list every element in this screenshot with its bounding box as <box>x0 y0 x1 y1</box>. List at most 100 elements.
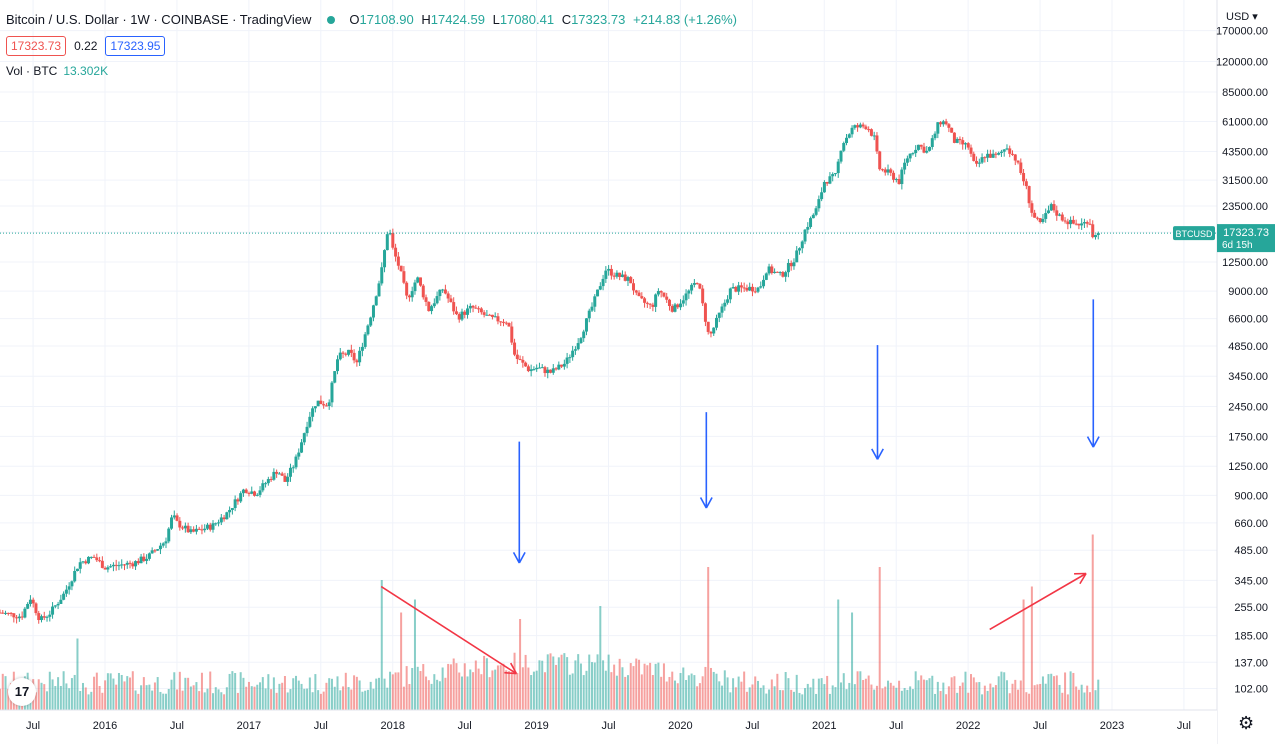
candle-body <box>1085 222 1089 224</box>
candle-body <box>673 304 677 312</box>
candle-body <box>698 283 702 289</box>
candle-body <box>100 560 104 568</box>
candle-body <box>579 338 583 344</box>
candle-body <box>214 523 218 525</box>
candle-body <box>203 528 207 531</box>
volume-bar <box>140 685 143 710</box>
volume-bar <box>98 685 101 710</box>
currency-selector[interactable]: USD ▾ <box>1226 11 1258 23</box>
candle-body <box>192 529 196 532</box>
candle-body <box>549 369 553 373</box>
volume-bar <box>828 693 831 710</box>
candle-body <box>596 289 600 297</box>
candle-body <box>1060 214 1064 221</box>
volume-bar <box>906 689 909 710</box>
candle-body <box>258 490 262 495</box>
volume-bar <box>676 683 679 710</box>
volume-bar <box>477 668 480 710</box>
candle-body <box>847 134 851 138</box>
volume-bar <box>1030 586 1033 710</box>
candle-body <box>988 153 992 158</box>
candle-body <box>571 350 575 358</box>
candle-body <box>659 291 663 293</box>
y-tick-label: 185.00 <box>1234 631 1268 643</box>
candle-body <box>1016 160 1020 163</box>
candle-body <box>178 520 182 528</box>
candle-body <box>87 556 91 564</box>
tradingview-logo-icon[interactable]: 17 <box>8 678 36 706</box>
candle-body <box>620 274 624 277</box>
volume-bar <box>270 689 273 710</box>
volume-bar <box>34 692 37 710</box>
candle-body <box>999 151 1003 153</box>
sell-price-button[interactable]: 17323.73 <box>6 36 67 56</box>
candle-body <box>161 543 165 546</box>
volume-bar <box>563 653 566 710</box>
volume-bar <box>532 671 535 710</box>
candle-body <box>499 321 503 323</box>
volume-bar <box>668 676 671 710</box>
volume-bar <box>936 681 939 710</box>
volume-bar <box>253 686 256 710</box>
volume-bar <box>809 687 812 710</box>
candle-body <box>958 138 962 141</box>
volume-bar <box>790 689 793 710</box>
volume-bar <box>4 676 7 710</box>
volume-bar <box>228 673 231 710</box>
candle-body <box>773 271 777 274</box>
candle-body <box>20 616 24 618</box>
candle-body <box>950 127 954 133</box>
candle-body <box>26 604 30 609</box>
volume-bar <box>330 678 333 710</box>
candle-body <box>872 135 876 137</box>
candle-body <box>643 298 647 303</box>
candle-body <box>797 248 801 251</box>
volume-bar <box>369 681 372 710</box>
volume-bar <box>65 683 68 710</box>
price-tag-bg <box>1217 224 1275 253</box>
volume-legend[interactable]: Vol · BTC 13.302K <box>6 64 108 78</box>
candle-body <box>416 277 420 283</box>
candle-body <box>131 563 135 567</box>
volume-bar <box>792 691 795 710</box>
volume-bar <box>983 685 986 710</box>
candles <box>0 118 1100 624</box>
volume-bar <box>875 685 878 710</box>
volume-bar <box>203 692 206 710</box>
gear-icon[interactable]: ⚙ <box>1238 713 1255 733</box>
candle-body <box>17 616 21 619</box>
volume-bar <box>411 667 414 710</box>
candle-body <box>510 326 514 343</box>
candle-body <box>147 553 151 559</box>
candle-body <box>665 296 669 300</box>
candle-body <box>565 357 569 364</box>
volume-bar <box>200 672 203 710</box>
volume-bar <box>319 693 322 710</box>
volume-bar <box>715 673 718 710</box>
volume-bar <box>945 694 948 710</box>
candle-body <box>64 589 68 594</box>
volume-bar <box>303 688 306 710</box>
candle-body <box>775 271 779 273</box>
buy-price-button[interactable]: 17323.95 <box>105 36 166 56</box>
volume-bar <box>220 692 223 710</box>
volume-bar <box>986 690 989 710</box>
volume-bar <box>427 680 430 710</box>
candle-body <box>1088 223 1092 225</box>
volume-bar <box>419 671 422 710</box>
volume-bar <box>101 692 104 710</box>
volume-bar <box>474 660 477 710</box>
volume-bars <box>0 534 1100 710</box>
candle-body <box>45 616 49 618</box>
candle-body <box>676 304 680 308</box>
candle-body <box>56 603 60 606</box>
volume-bar <box>488 677 491 710</box>
volume-bar <box>1000 671 1003 710</box>
candle-body <box>889 169 893 173</box>
volume-bar <box>48 671 51 710</box>
symbol-title[interactable]: Bitcoin / U.S. Dollar · 1W · COINBASE · … <box>6 12 312 27</box>
candle-body <box>369 317 373 326</box>
volume-bar <box>599 606 602 710</box>
candle-body <box>825 181 829 184</box>
